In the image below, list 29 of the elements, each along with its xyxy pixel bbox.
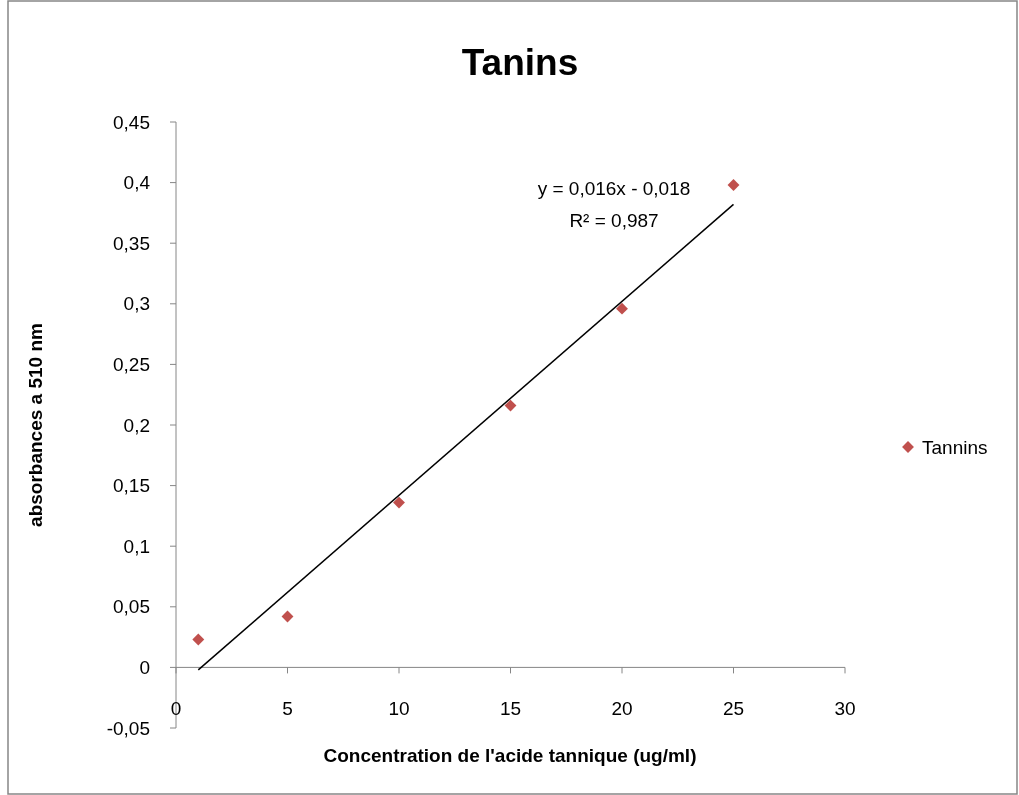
x-tick-label: 20 bbox=[611, 698, 633, 719]
point bbox=[504, 399, 517, 412]
y-tick-label: 0,3 bbox=[123, 293, 150, 315]
y-tick-label: 0,4 bbox=[123, 172, 151, 194]
y-tick-label: 0,35 bbox=[113, 232, 150, 254]
chart-title: Tanins bbox=[461, 42, 579, 83]
x-tick-label: 5 bbox=[282, 698, 293, 719]
legend-label: Tannins bbox=[922, 436, 988, 458]
point bbox=[192, 633, 205, 646]
y-tick-label: -0,05 bbox=[106, 717, 150, 739]
x-tick-label: 10 bbox=[388, 698, 410, 719]
y-tick-label: 0,1 bbox=[123, 535, 150, 557]
annotation: y = 0,016x - 0,018 bbox=[537, 178, 691, 199]
x-tick-label: 30 bbox=[834, 698, 856, 719]
x-tick-label: 25 bbox=[722, 698, 745, 719]
y-axis-title: absorbances a 510 nm bbox=[25, 323, 46, 527]
y-tick-label: 0,25 bbox=[113, 354, 150, 376]
x-tick-label: 0 bbox=[170, 698, 182, 719]
y-tick-label: 0,05 bbox=[113, 596, 150, 618]
point bbox=[727, 179, 740, 191]
y-tick-label: 0 bbox=[139, 657, 150, 679]
x-axis-title: Concentration de l'acide tannique (ug/ml) bbox=[323, 745, 697, 766]
x-tick-label: 15 bbox=[499, 698, 522, 719]
annotation: R² = 0,987 bbox=[569, 210, 659, 231]
point bbox=[616, 302, 628, 315]
point bbox=[393, 496, 405, 509]
y-tick-label: 0,15 bbox=[113, 475, 150, 497]
y-tick-label: 0,2 bbox=[123, 414, 150, 436]
y-tick-label: 0,45 bbox=[113, 111, 150, 133]
